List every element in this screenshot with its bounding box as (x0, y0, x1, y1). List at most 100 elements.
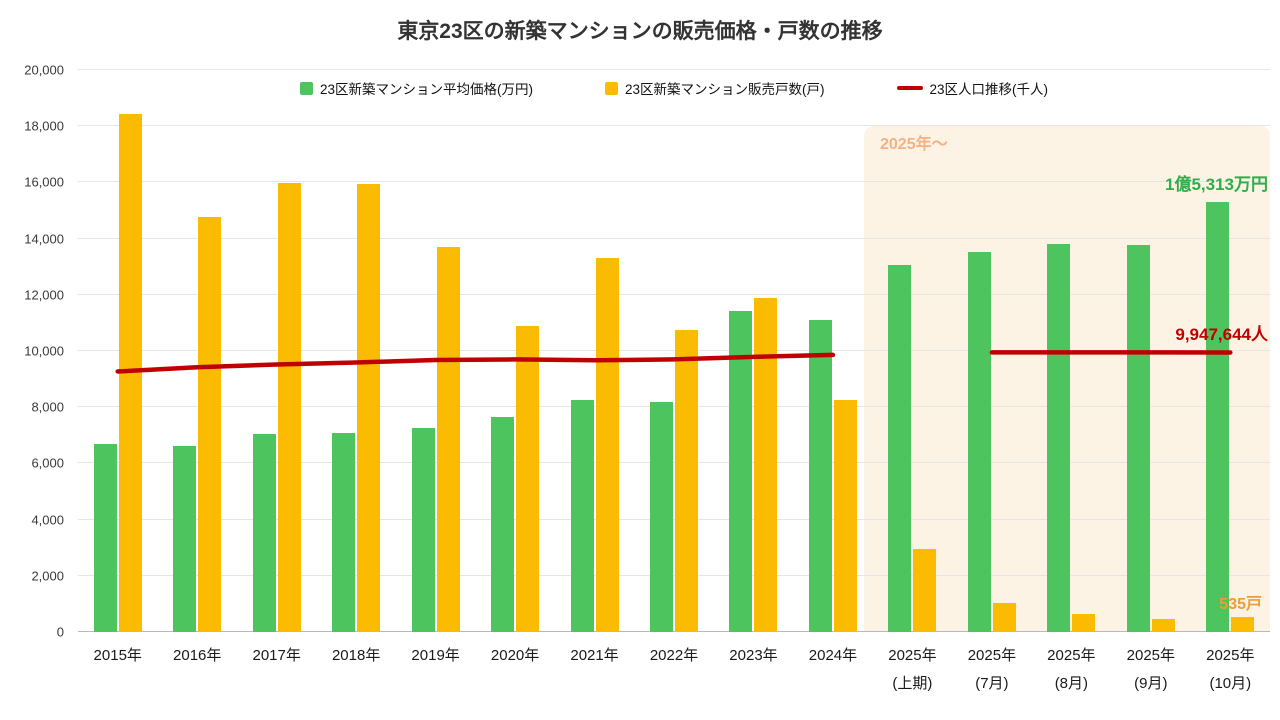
price-bar (729, 310, 753, 632)
bar-group (475, 70, 554, 632)
gridline (78, 631, 1270, 632)
y-tick-label: 4,000 (31, 512, 64, 528)
bar-group (78, 70, 157, 632)
x-axis-label-line2: (10月) (1209, 674, 1252, 692)
bar-group (157, 70, 236, 632)
x-axis-label: 2025年 (9月) (1111, 642, 1190, 698)
x-axis-label-line2: (上期) (892, 674, 933, 692)
x-axis-label: 2019年 (396, 642, 475, 698)
price-bar (491, 416, 515, 632)
population-legend-line-icon (896, 86, 923, 90)
plot-area: 23区新築マンション平均価格(万円) 23区新築マンション販売戸数(戸) 23区人口… (78, 69, 1270, 632)
x-axis-label-line1: 2023年 (729, 647, 778, 664)
bar-group (237, 70, 316, 632)
x-axis-label: 2025年 (上期) (873, 642, 952, 698)
population-annotation: 9,947,644人 (1175, 325, 1268, 344)
x-axis-label-line2: (8月) (1054, 674, 1089, 692)
gridline (78, 350, 1270, 351)
bar-group (634, 70, 713, 632)
price-bar (411, 428, 435, 632)
units-bar (992, 603, 1016, 632)
price-bar (808, 319, 832, 632)
units-bar (1231, 616, 1255, 632)
units-bar (833, 400, 857, 632)
y-tick-label: 8,000 (31, 399, 64, 415)
x-axis-labels: 2015年 2016年 2017年 2018年 2019年 2020年 2021年 2022年… (78, 642, 1270, 698)
highlight-label: 2025年～ (880, 136, 948, 153)
units-bar (198, 216, 222, 632)
legend-item-units: 23区新築マンション販売戸数(戸) (604, 78, 825, 98)
price-bar (1206, 201, 1230, 632)
units-bar (1072, 614, 1096, 632)
x-axis-label: 2023年 (714, 642, 793, 698)
price-bar (967, 252, 991, 632)
price-bar (650, 401, 674, 632)
bar-group (793, 70, 872, 632)
y-tick-label: 16,000 (24, 174, 64, 190)
x-axis-label-line1: 2025年 (888, 647, 937, 664)
population-line-path (115, 350, 1233, 374)
units-bar (118, 114, 142, 632)
x-axis-label: 2025年 (8月) (1032, 642, 1111, 698)
units-bar (436, 247, 460, 632)
gridline (78, 125, 1270, 127)
price-bar (93, 443, 117, 632)
x-axis-label: 2020年 (475, 642, 554, 698)
price-bar (252, 433, 276, 632)
bar-group (396, 70, 475, 632)
x-axis-label: 2025年 (10月) (1191, 642, 1270, 698)
y-tick-label: 0 (56, 624, 64, 640)
price-legend-swatch-icon (299, 81, 313, 95)
x-axis-label-line2: (9月) (1134, 674, 1168, 692)
gridline (78, 69, 1270, 70)
population-line (115, 350, 1233, 374)
bar-group (316, 70, 395, 632)
gridline (78, 406, 1270, 408)
y-tick-label: 20,000 (24, 62, 64, 78)
gridline (78, 518, 1270, 520)
x-axis-label-line1: 2025年 (1126, 647, 1176, 664)
legend-label: 23区新築マンション平均価格(万円) (319, 82, 533, 97)
x-axis-label: 2018年 (316, 642, 395, 698)
bar-group (555, 70, 634, 632)
x-axis-label-line1: 2024年 (808, 647, 858, 664)
legend-label: 23区人口推移(千人) (929, 82, 1049, 97)
x-axis-label: 2021年 (555, 642, 634, 698)
units-bar (675, 329, 699, 632)
x-axis-label: 2025年 (7月) (952, 642, 1031, 698)
y-tick-label: 6,000 (31, 455, 64, 471)
price-bar (173, 445, 197, 632)
units-bar (913, 549, 937, 632)
y-tick-label: 10,000 (24, 343, 64, 359)
price-bar (570, 399, 594, 632)
bar-groups (78, 70, 1270, 632)
y-tick-label: 14,000 (24, 231, 64, 247)
x-axis-label-line1: 2021年 (570, 647, 619, 664)
price-annotation: 1億5,313万円 (1165, 175, 1268, 194)
units-bar (277, 182, 301, 632)
gridline (78, 293, 1270, 295)
chart-title: 東京23区の新築マンションの販売価格・戸数の推移 (397, 20, 883, 43)
bar-group (873, 70, 952, 632)
units-bar (754, 297, 778, 632)
units-bar (516, 326, 540, 632)
bar-group (952, 70, 1031, 632)
bar-group (1191, 70, 1270, 632)
x-axis-label-line1: 2022年 (649, 647, 699, 664)
y-tick-label: 12,000 (24, 287, 64, 303)
y-tick-label: 18,000 (24, 118, 64, 134)
price-bar (1047, 244, 1071, 632)
x-axis-label-line1: 2019年 (411, 647, 460, 664)
x-axis-label-line1: 2017年 (252, 647, 301, 664)
y-tick-label: 2,000 (31, 568, 64, 584)
x-axis-label: 2016年 (157, 642, 236, 698)
x-axis-label-line1: 2025年 (967, 647, 1017, 664)
legend-item-price: 23区新築マンション平均価格(万円) (299, 78, 533, 98)
legend-item-population: 23区人口推移(千人) (896, 78, 1049, 98)
units-legend-swatch-icon (604, 81, 618, 95)
price-bar (332, 433, 356, 632)
x-axis-label-line1: 2015年 (93, 647, 142, 664)
x-axis-label: 2024年 (793, 642, 872, 698)
y-axis: 0 2,000 4,000 6,000 8,000 10,000 12,000 14,000 1… (0, 63, 70, 640)
